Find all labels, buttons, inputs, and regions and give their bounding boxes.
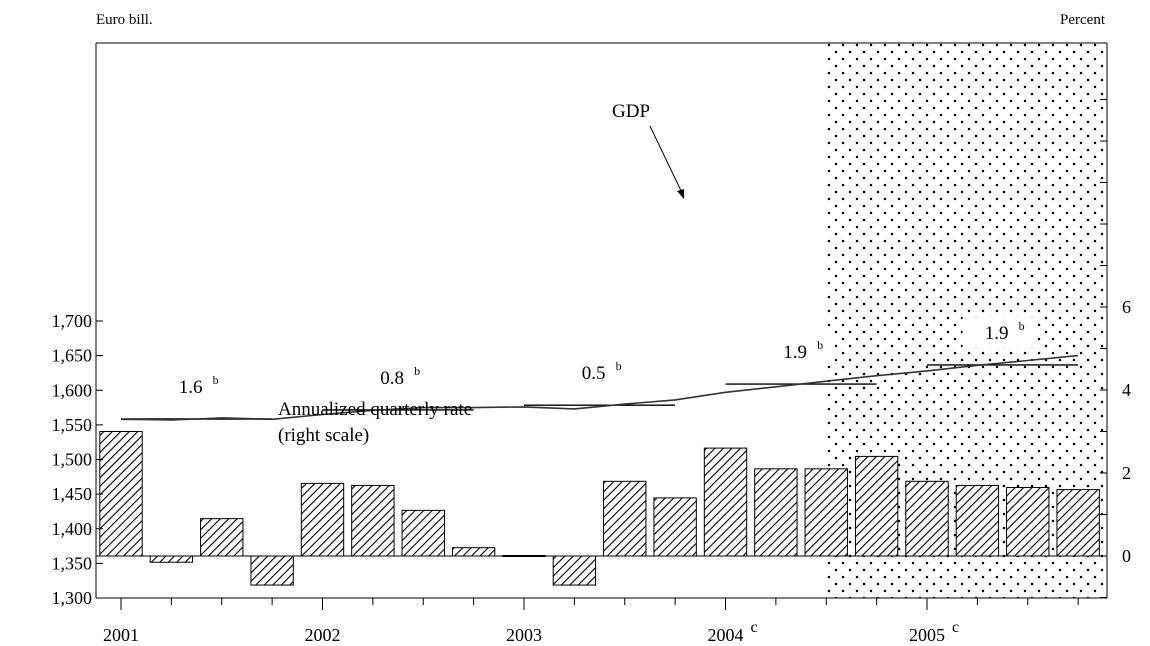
rate-annotation-line1: Annualized quarterly rate — [278, 399, 472, 420]
rate-bar — [1056, 489, 1100, 557]
x-tick-superscript: c — [751, 619, 758, 636]
x-tick-label: 2005 — [909, 625, 945, 645]
left-tick-label: 1,550 — [52, 415, 93, 435]
left-tick-label: 1,500 — [52, 450, 93, 470]
rate-bar — [955, 484, 1000, 557]
rate-bar — [552, 555, 597, 586]
rate-bar — [754, 468, 798, 557]
rate-bar — [99, 431, 143, 557]
rate-bar — [200, 518, 244, 557]
rate-bar — [854, 455, 899, 557]
rate-bars — [99, 431, 1100, 586]
left-tick-label: 1,350 — [52, 553, 93, 573]
right-tick-label: 2 — [1122, 463, 1131, 483]
annual-average-superscript: b — [414, 364, 420, 378]
annual-average-label-bg — [156, 370, 231, 401]
right-tick-label: 6 — [1122, 297, 1131, 317]
rate-bar — [703, 447, 748, 557]
gdp-annotation: GDP — [612, 101, 650, 122]
rate-bar — [300, 482, 345, 557]
annual-average-label: 0.5 — [582, 363, 606, 384]
rate-bar — [451, 547, 496, 557]
rate-annotation-line2: (right scale) — [278, 425, 369, 446]
annual-average-superscript: b — [616, 359, 622, 373]
left-axis-label: Euro bill. — [96, 12, 153, 28]
left-axis-ticks: 1,300 1,350 1,400 1,450 1,500 1,550 1,600 1,650… — [52, 311, 103, 608]
rate-bar — [351, 484, 395, 557]
right-axis-label: Percent — [1060, 12, 1106, 28]
x-axis-ticks: 2001 2002 2003 2004 c 2005 c — [103, 598, 1079, 645]
gdp-annotation-arrow — [649, 125, 685, 198]
gdp-line — [120, 354, 1079, 421]
left-tick-label: 1,700 — [52, 311, 93, 331]
x-tick-superscript: c — [952, 619, 959, 636]
rate-bar — [250, 555, 294, 586]
rate-bar — [804, 468, 848, 557]
annual-average-label: 1.9 — [985, 323, 1009, 344]
left-tick-label: 1,600 — [52, 380, 93, 400]
left-tick-label: 1,650 — [52, 346, 93, 366]
annual-average-label-bg — [761, 336, 836, 367]
x-tick-label: 2003 — [506, 625, 542, 645]
annual-average-labels: 1.6 b 0.8 b 0.5 b 1.9 b 1.9 b — [156, 316, 1037, 401]
annual-average-label: 1.9 — [783, 342, 807, 363]
left-tick-label: 1,450 — [52, 484, 93, 504]
rate-bar — [401, 509, 445, 557]
rate-bar — [653, 497, 697, 557]
rate-bar — [1006, 487, 1050, 557]
annual-average-label: 1.6 — [179, 377, 203, 398]
rate-bar — [149, 555, 194, 563]
left-tick-label: 1,400 — [52, 519, 93, 539]
annual-average-label-bg — [962, 316, 1037, 347]
annual-average-superscript: b — [1019, 319, 1025, 333]
right-tick-label: 4 — [1122, 380, 1131, 400]
left-tick-label: 1,300 — [52, 588, 93, 608]
rate-bar — [603, 480, 647, 557]
annual-average-label: 0.8 — [380, 368, 404, 389]
annual-average-label-bg — [559, 357, 634, 388]
x-tick-label: 2004 — [708, 625, 744, 645]
rate-bar — [905, 480, 949, 557]
gdp-annotation-arrowhead — [677, 189, 684, 199]
right-tick-label: 0 — [1122, 546, 1131, 566]
annual-average-superscript: b — [213, 373, 219, 387]
right-axis-ticks: 0 2 4 6 — [1100, 99, 1131, 598]
x-tick-label: 2002 — [305, 625, 341, 645]
x-tick-label: 2001 — [103, 625, 139, 645]
annual-average-label-bg — [358, 361, 433, 392]
annual-average-superscript: b — [817, 338, 823, 352]
